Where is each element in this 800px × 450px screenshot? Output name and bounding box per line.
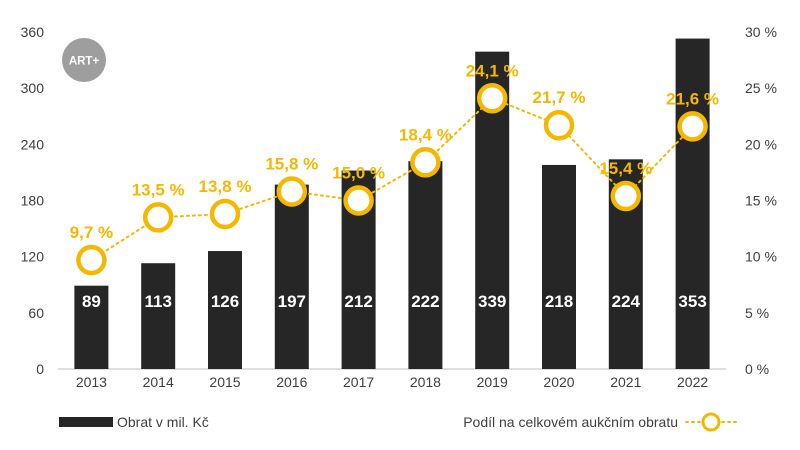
y-right-tick-label: 10 % [745,249,777,265]
y-right-tick-label: 30 % [745,24,777,40]
legend: Obrat v mil. Kč Podíl na celkovém aukční… [59,412,737,432]
bar-value-label: 113 [144,292,171,311]
x-tick-label: 2020 [543,374,574,390]
bar-series [74,38,710,370]
logo-text: ART+ [69,56,100,68]
bar [74,285,109,369]
x-tick-label: 2018 [410,374,441,390]
line-point [76,244,107,276]
bar [542,164,576,369]
line-value-label: 24,1 % [466,61,519,80]
y-right-tick-label: 20 % [745,136,777,152]
y-right-tick-label: 15 % [745,193,777,209]
bar-value-label: 212 [344,292,372,311]
y-right-tick-label: 0 % [745,361,769,377]
bar-value-labels: 89 113 126 197 212 222 339 218 224 353 [82,292,707,311]
bar [408,161,443,369]
x-tick-label: 2019 [477,374,508,390]
line-path [90,97,694,262]
x-tick-label: 2022 [677,374,708,390]
line-series [76,83,708,276]
x-axis-ticks: 2013 2014 2015 2016 2017 2018 2019 2020 2021 2022 [76,374,709,390]
y-right-tick-label: 25 % [745,80,777,96]
y-left-tick-label: 60 [28,305,44,321]
line-value-label: 15,8 % [265,155,318,174]
line-point [410,147,441,178]
legend-bar-label: Obrat v mil. Kč [117,414,209,430]
y-left-tick-label: 240 [21,136,45,152]
bar-value-label: 339 [478,292,506,311]
line-value-label: 15,0 % [332,164,385,183]
art-plus-logo: ART+ [62,38,106,82]
line-point [343,185,374,216]
bar [274,184,309,369]
legend-line-label: Podíl na celkovém aukčním obratu [463,414,678,430]
bar-value-label: 126 [211,292,239,311]
x-tick-label: 2014 [143,374,174,390]
line-value-label: 18,4 % [399,125,452,144]
logo-circle [62,38,106,82]
y-right-axis: 0 % 5 % 10 % 15 % 20 % 25 % 30 % [745,24,777,377]
x-tick-label: 2015 [209,374,240,390]
line-point [276,176,308,207]
x-tick-label: 2013 [76,374,107,390]
bar-value-label: 224 [612,292,641,311]
bar [141,263,176,369]
legend-bar-swatch [59,417,113,427]
bar [675,38,710,370]
y-left-tick-label: 360 [21,24,45,40]
line-value-label: 21,7 % [533,88,586,107]
bar-value-label: 89 [82,292,101,311]
y-left-tick-label: 300 [21,80,45,96]
y-right-tick-label: 5 % [745,305,769,321]
y-left-axis: 0 60 120 180 240 300 360 [21,24,45,377]
bar-value-label: 197 [278,292,306,311]
y-left-tick-label: 120 [21,249,45,265]
line-value-labels: 9,7 % 13,5 % 13,8 % 15,8 % 15,0 % 18,4 % 24,1 … [70,61,719,242]
x-tick-label: 2021 [610,374,641,390]
x-tick-label: 2017 [343,374,374,390]
x-tick-label: 2016 [276,374,307,390]
bar [208,251,242,369]
y-left-tick-label: 180 [21,193,45,209]
line-point [677,111,708,142]
y-left-tick-label: 0 [36,361,44,377]
line-value-label: 15,4 % [599,159,652,178]
line-point [142,202,174,233]
line-point [476,83,508,114]
legend-line-marker [701,412,721,432]
bar-value-label: 222 [411,292,439,311]
bar-value-label: 218 [545,292,573,311]
line-value-label: 13,8 % [199,177,252,196]
line-point [209,198,241,230]
bar-value-label: 353 [678,292,706,311]
line-value-label: 13,5 % [132,180,185,199]
line-point [610,180,642,212]
line-value-label: 21,6 % [666,89,719,108]
line-point [543,109,575,141]
line-value-label: 9,7 % [70,223,113,242]
